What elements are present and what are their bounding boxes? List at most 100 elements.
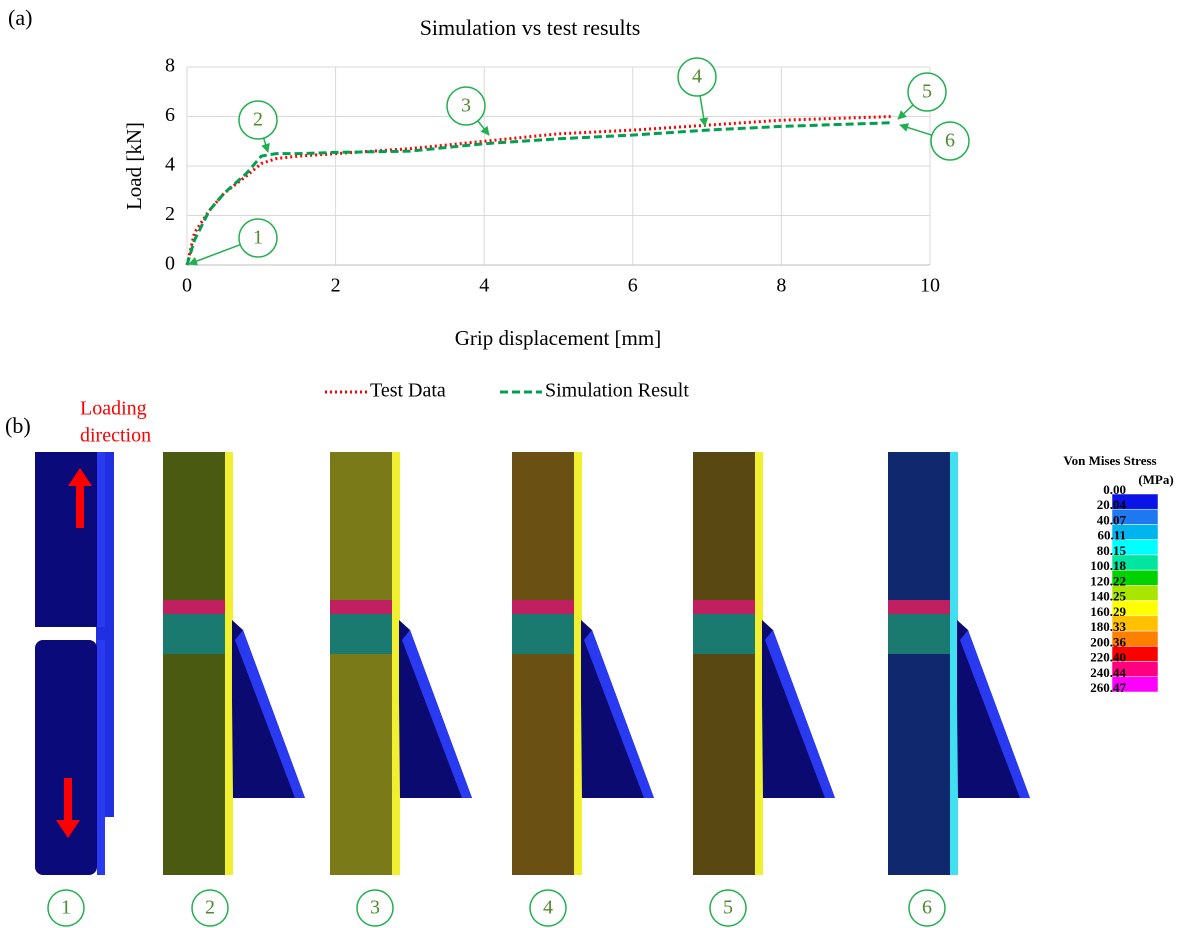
- annotation-arrow: [899, 123, 933, 136]
- colorbar-label: 0.00: [1103, 482, 1126, 497]
- specimen: [693, 452, 755, 875]
- arrow: [68, 468, 92, 528]
- snapshot-circle: [709, 889, 747, 927]
- panel-label: (b): [5, 413, 31, 438]
- stress-band: [163, 614, 225, 654]
- annotation-label: 3: [461, 95, 471, 117]
- specimen-edge: [392, 452, 400, 875]
- stress-band: [330, 614, 392, 654]
- stress-band: [330, 600, 392, 614]
- arrow: [56, 778, 80, 838]
- colorbar-label: 140.25: [1090, 589, 1126, 604]
- colorbar-label: 180.33: [1090, 619, 1126, 634]
- colorbar-label: 160.29: [1090, 604, 1126, 619]
- tab-edge: [402, 630, 472, 798]
- snapshot-circle: [47, 889, 85, 927]
- snapshot-label: 3: [370, 897, 380, 919]
- annotation-circle: [677, 57, 717, 97]
- stress-band: [163, 600, 225, 614]
- legend-label: Test Data: [370, 380, 446, 402]
- x-tick-label: 8: [776, 275, 786, 297]
- annotation-label: 6: [945, 130, 955, 152]
- annotation-circle: [907, 72, 947, 112]
- plate-edge: [97, 452, 105, 627]
- specimen-edge: [950, 452, 958, 875]
- specimen-edge: [225, 452, 233, 875]
- annotation-circle: [446, 86, 486, 126]
- tab-edge: [235, 630, 305, 798]
- x-tick-label: 4: [479, 275, 489, 297]
- annotation-circle: [930, 121, 970, 161]
- chart-title: Simulation vs test results: [420, 15, 641, 40]
- stress-band: [512, 614, 574, 654]
- colorbar-label: 200.36: [1090, 634, 1126, 649]
- annotation-label: 2: [253, 109, 263, 131]
- x-tick-label: 10: [920, 275, 940, 297]
- colorbar-band: [1111, 676, 1159, 693]
- annotation-label: 5: [922, 81, 932, 103]
- x-tick-label: 0: [182, 275, 192, 297]
- tab-edge: [765, 630, 835, 798]
- colorbar-label: 100.18: [1090, 558, 1126, 573]
- y-tick-label: 4: [165, 154, 175, 176]
- specimen-edge: [755, 452, 763, 875]
- colorbar-label: 120.22: [1090, 573, 1126, 588]
- x-axis-label: Grip displacement [mm]: [455, 326, 661, 350]
- annotation-arrow: [477, 120, 490, 136]
- snapshot-label: 6: [922, 897, 932, 919]
- y-axis-label: Load [kN]: [122, 122, 146, 210]
- colorbar-label: 40.07: [1097, 512, 1127, 527]
- specimen: [330, 452, 392, 875]
- colorbar-label: 20.04: [1097, 497, 1127, 512]
- panel-label: (a): [8, 5, 32, 30]
- snapshot-label: 5: [723, 897, 733, 919]
- simulation-images: [35, 452, 1030, 875]
- annotation-arrow: [699, 95, 709, 127]
- stress-band: [693, 614, 755, 654]
- annotation-circle: [238, 100, 278, 140]
- y-tick-label: 2: [165, 203, 175, 225]
- snapshot-circle: [191, 889, 229, 927]
- y-tick-label: 6: [165, 104, 175, 126]
- snapshot-label: 1: [61, 897, 71, 919]
- x-tick-label: 6: [628, 275, 638, 297]
- legend-label: Simulation Result: [545, 380, 689, 402]
- specimen: [512, 452, 574, 875]
- y-tick-label: 0: [165, 253, 175, 275]
- annotation-label: 4: [692, 66, 702, 88]
- stress-band: [888, 600, 950, 614]
- snapshot-circle: [356, 889, 394, 927]
- tab-edge: [584, 630, 654, 798]
- colorbar-label: 220.40: [1090, 650, 1126, 665]
- annotation-label: 1: [253, 227, 263, 249]
- specimen: [163, 452, 225, 875]
- annotation-arrow: [188, 243, 241, 266]
- stress-band: [512, 600, 574, 614]
- snapshot-circle: [529, 889, 567, 927]
- plate: [35, 452, 97, 627]
- snapshot-label: 4: [543, 897, 553, 919]
- plate-edge: [97, 640, 105, 875]
- stress-band: [693, 600, 755, 614]
- colorbar-unit: (MPa): [1138, 472, 1173, 487]
- colorbar-label: 240.44: [1090, 665, 1126, 680]
- annotation-arrow: [261, 137, 270, 153]
- colorbar-title: Von Mises Stress: [1063, 453, 1156, 468]
- annotation-circle: [238, 218, 278, 258]
- loading-direction: Loading: [80, 398, 147, 420]
- colorbar-label: 260.47: [1090, 680, 1126, 695]
- snapshot-label: 2: [205, 897, 215, 919]
- data-line: [185, 121, 893, 266]
- stress-band: [888, 614, 950, 654]
- annotation-arrow: [897, 104, 914, 120]
- x-tick-label: 2: [331, 275, 341, 297]
- colorbar-label: 60.11: [1097, 528, 1126, 543]
- plate: [35, 640, 97, 875]
- snapshot-circle: [908, 889, 946, 927]
- tab-edge: [960, 630, 1030, 798]
- colorbar-label: 80.15: [1097, 543, 1127, 558]
- specimen: [888, 452, 950, 875]
- specimen-edge: [574, 452, 582, 875]
- y-tick-label: 8: [165, 55, 175, 77]
